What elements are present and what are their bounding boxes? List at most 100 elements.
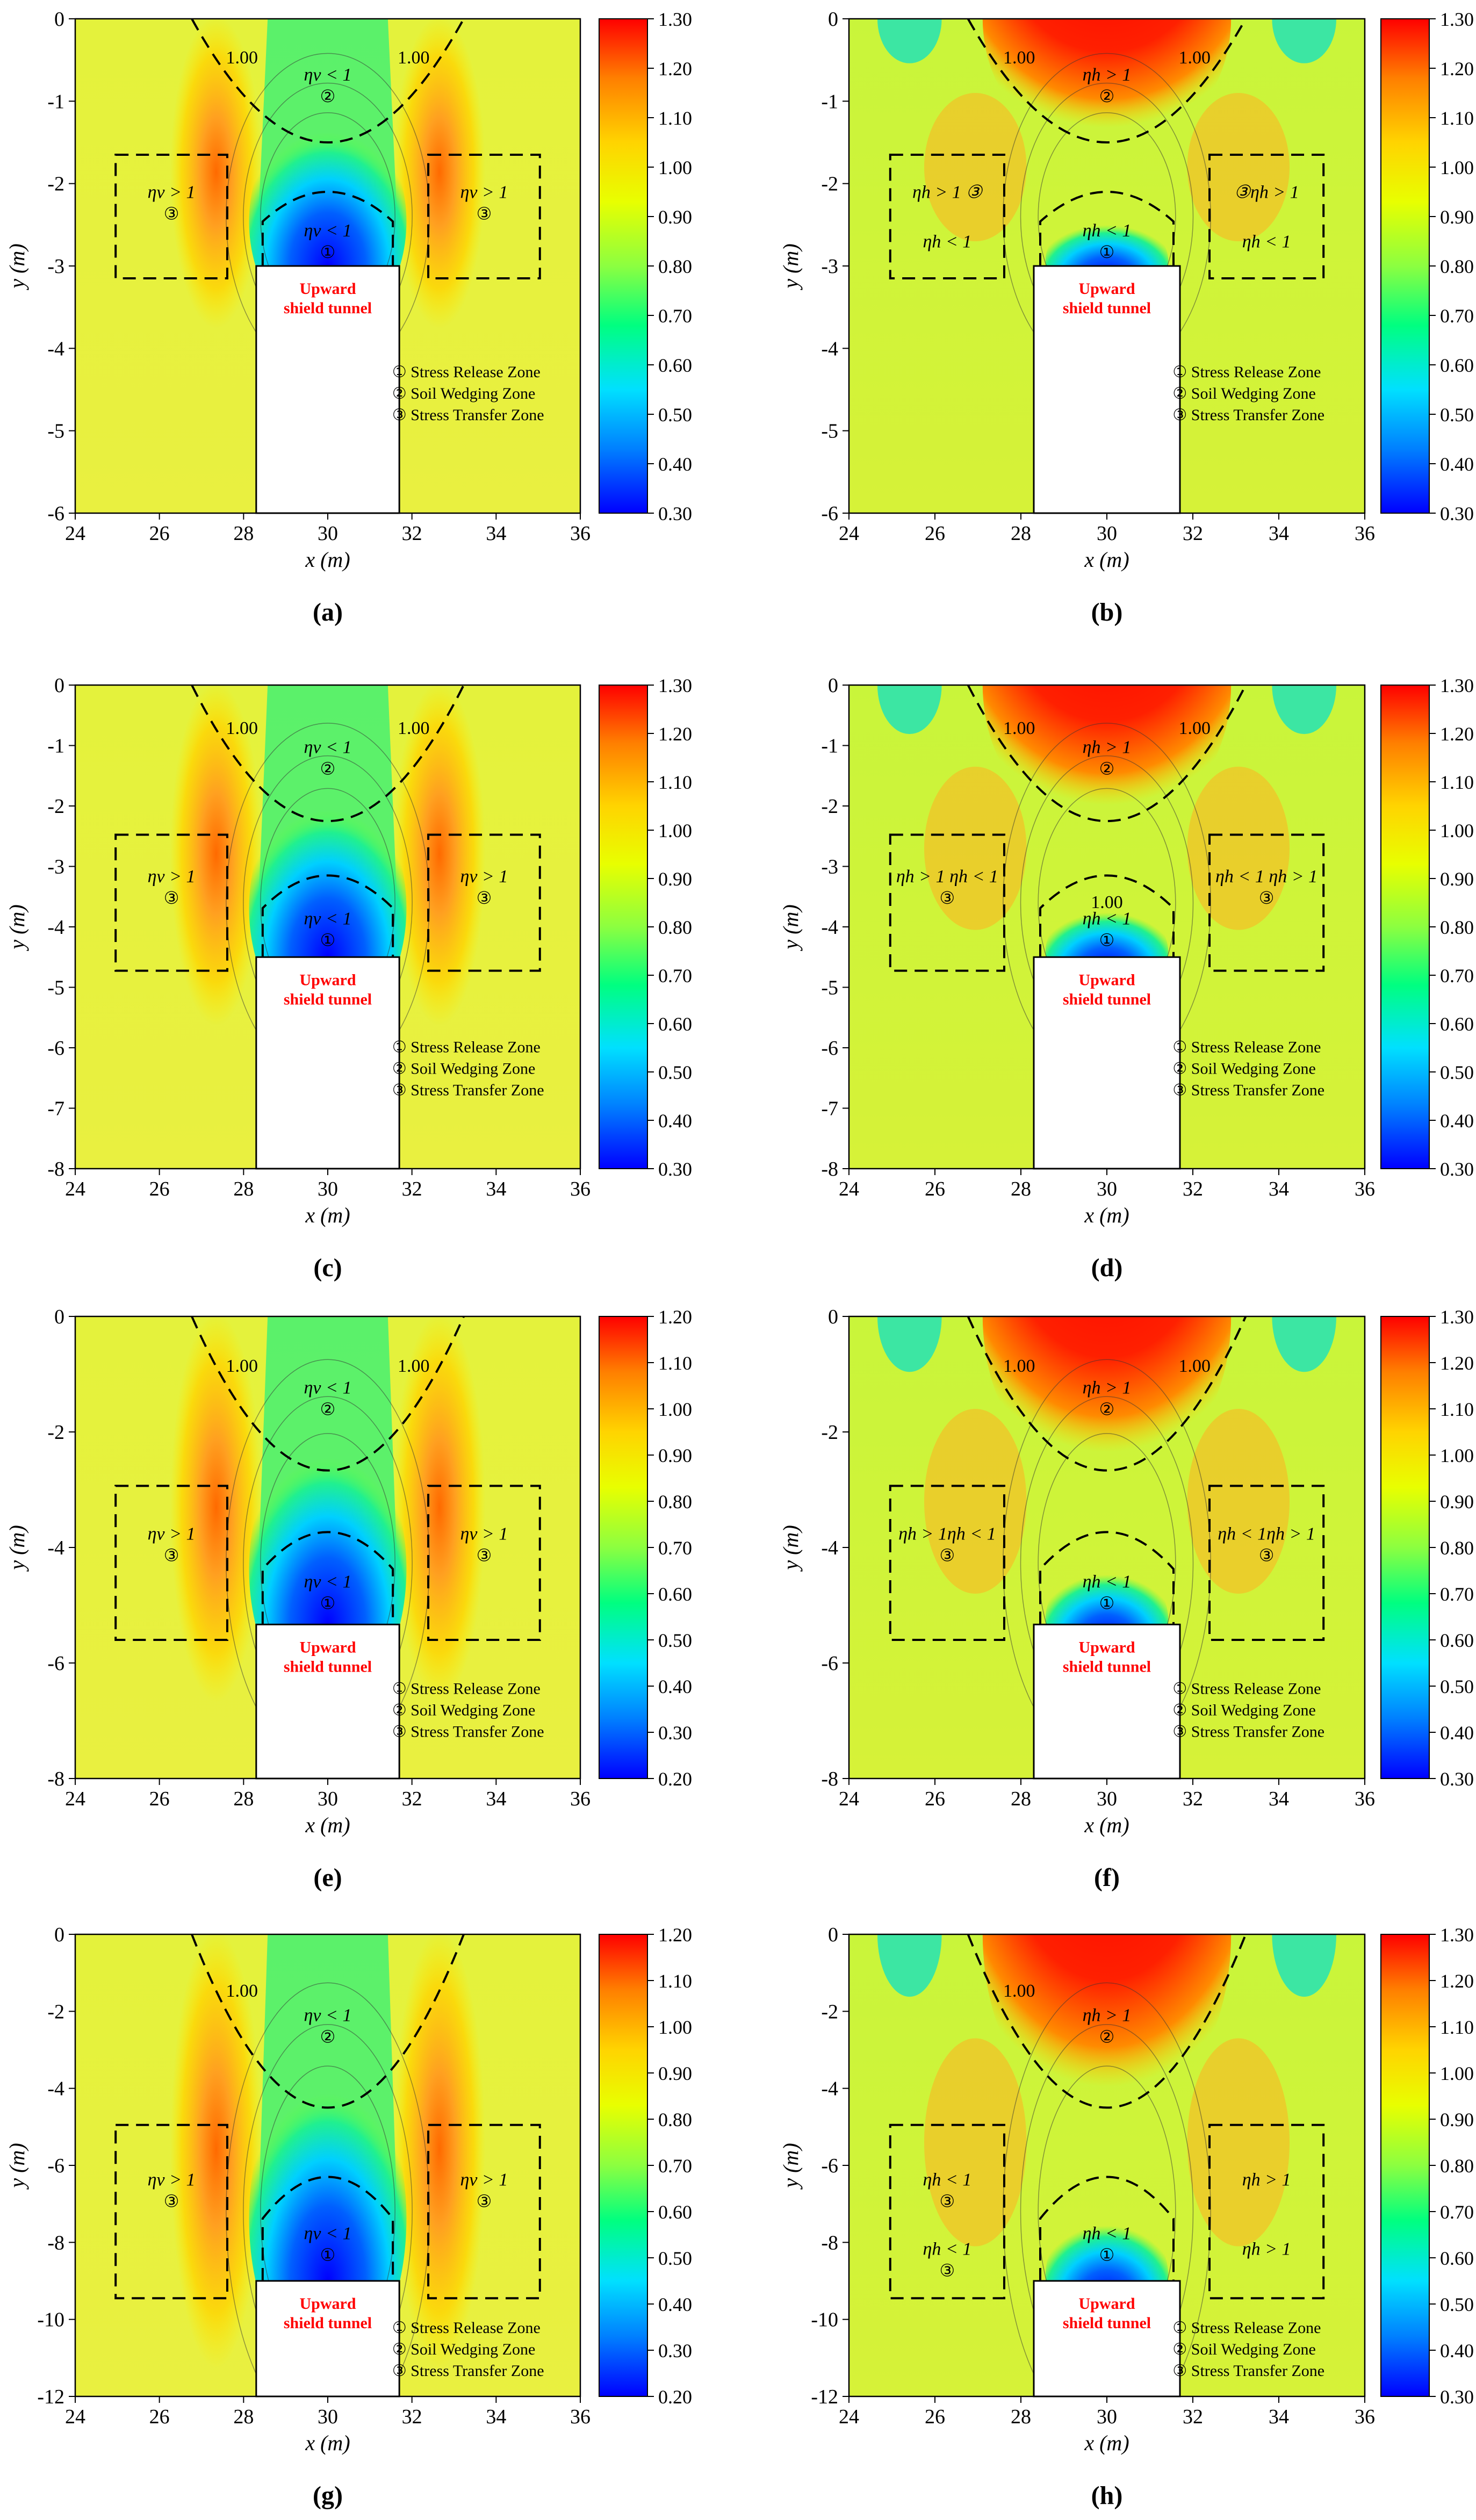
legend-item: ② Soil Wedging Zone <box>1172 1701 1315 1719</box>
x-tick-label: 36 <box>570 1178 591 1200</box>
legend-item: ② Soil Wedging Zone <box>1172 385 1315 402</box>
x-tick-label: 32 <box>1183 522 1203 545</box>
x-tick-label: 26 <box>925 2406 945 2428</box>
colorbar-tick-label: 1.20 <box>1440 1352 1474 1374</box>
colorbar-tick-label: 0.80 <box>658 256 692 277</box>
zone-marker: ③ <box>940 888 955 908</box>
x-tick-label: 24 <box>65 522 85 545</box>
x-tick-label: 34 <box>486 1788 506 1810</box>
zone-label: ηh > 1 ηh < 1 <box>896 867 998 887</box>
colorbar-tick-label: 0.70 <box>658 965 692 987</box>
zone-label: ηh < 1 <box>1083 221 1132 241</box>
y-tick-label: -8 <box>821 2231 838 2254</box>
colorbar-tick-label: 0.20 <box>658 2386 692 2408</box>
y-axis-label: y (m) <box>779 1525 803 1572</box>
y-tick-label: -2 <box>821 1421 838 1444</box>
x-tick-label: 34 <box>1269 2406 1289 2428</box>
x-tick-label: 28 <box>1011 522 1031 545</box>
x-tick-label: 26 <box>149 1178 170 1200</box>
transfer-box-left <box>889 833 1005 972</box>
colorbar-tick-label: 0.90 <box>1440 868 1474 890</box>
y-tick-label: -2 <box>821 795 838 818</box>
x-tick-label: 30 <box>318 522 338 545</box>
legend-item: ② Soil Wedging Zone <box>392 1060 535 1077</box>
zone-marker: ③ <box>164 2192 179 2211</box>
x-axis-label: x (m) <box>1084 2431 1129 2455</box>
x-tick-label: 30 <box>318 2406 338 2428</box>
colorbar-tick-label: 0.90 <box>658 1445 692 1466</box>
tunnel-label-line2: shield tunnel <box>284 2314 372 2332</box>
colorbar-tick-label: 1.10 <box>1440 1399 1474 1420</box>
y-tick-label: -6 <box>47 502 64 525</box>
zone-label: ηh < 1 ηh > 1 <box>1215 867 1317 887</box>
zone-label: ηv > 1 <box>148 183 196 203</box>
tunnel-label-line1: Upward <box>299 2295 356 2313</box>
zone-label: ηh > 1 <box>1083 65 1132 85</box>
y-tick-label: -4 <box>821 337 838 360</box>
x-tick-label: 36 <box>1355 522 1375 545</box>
contour-label: 1.00 <box>226 1356 258 1376</box>
y-tick-label: -7 <box>47 1098 64 1120</box>
colorbar-tick-label: 0.90 <box>658 868 692 890</box>
x-tick-label: 26 <box>925 522 945 545</box>
x-tick-label: 36 <box>1355 1788 1375 1810</box>
x-axis-label: x (m) <box>305 1203 350 1227</box>
colorbar-tick-label: 0.30 <box>658 2340 692 2361</box>
x-tick-label: 24 <box>65 2406 85 2428</box>
panel-label: (e) <box>313 1863 342 1892</box>
x-tick-label: 28 <box>1011 1178 1031 1200</box>
colorbar-tick-label: 0.30 <box>658 1722 692 1744</box>
colorbar-tick-label: 1.30 <box>658 9 692 30</box>
colorbar-tick-label: 0.80 <box>1440 2155 1474 2177</box>
x-tick-label: 24 <box>839 1788 859 1810</box>
y-tick-label: -5 <box>47 420 64 443</box>
x-tick-label: 26 <box>925 1788 945 1810</box>
x-tick-label: 30 <box>1097 2406 1117 2428</box>
colorbar-tick-label: 0.50 <box>658 1062 692 1083</box>
zone-label: ηv > 1 <box>148 2170 196 2190</box>
zone-marker: ③ <box>940 1546 955 1565</box>
colorbar <box>599 1316 648 1779</box>
legend-item: ② Soil Wedging Zone <box>392 385 535 402</box>
tunnel-label-line1: Upward <box>1078 971 1135 989</box>
x-tick-label: 28 <box>233 2406 254 2428</box>
contour-label: 1.00 <box>226 1981 258 2001</box>
colorbar-tick-label: 0.90 <box>658 206 692 228</box>
zone-marker: ① <box>320 242 336 262</box>
y-tick-label: -1 <box>821 90 838 113</box>
x-axis-label: x (m) <box>1084 548 1129 572</box>
colorbar-tick-label: 0.90 <box>1440 206 1474 228</box>
colorbar-tick-label: 0.60 <box>658 1583 692 1605</box>
colorbar <box>1380 1316 1430 1779</box>
legend-item: ② Soil Wedging Zone <box>1172 2341 1315 2358</box>
zone-label: ηv < 1 <box>304 221 352 241</box>
x-tick-label: 32 <box>402 522 422 545</box>
x-tick-label: 24 <box>65 1178 85 1200</box>
colorbar-tick-label: 1.10 <box>658 1352 692 1374</box>
tunnel-label-line2: shield tunnel <box>284 299 372 317</box>
colorbar-tick-label: 0.40 <box>658 453 692 475</box>
colorbar-tick-label: 0.60 <box>1440 2248 1474 2269</box>
tunnel-label-line1: Upward <box>299 280 356 298</box>
x-tick-label: 32 <box>1183 2406 1203 2428</box>
tunnel-label-line1: Upward <box>1078 2295 1135 2313</box>
release-boundary <box>261 191 394 266</box>
colorbar-tick-label: 0.50 <box>658 1630 692 1651</box>
y-tick-label: -2 <box>47 795 64 818</box>
wedge-boundary <box>967 685 1247 822</box>
colorbar-tick-label: 0.80 <box>658 2109 692 2130</box>
zone-label: ηv < 1 <box>304 2005 352 2025</box>
x-tick-label: 26 <box>149 1788 170 1810</box>
y-tick-label: 0 <box>54 1924 64 1946</box>
y-tick-label: -4 <box>821 916 838 939</box>
colorbar-tick-label: 1.00 <box>1440 2063 1474 2084</box>
legend-item: ③ Stress Transfer Zone <box>1172 1723 1324 1740</box>
colorbar-tick-label: 1.20 <box>1440 1970 1474 1992</box>
y-axis-label: y (m) <box>5 904 29 951</box>
tunnel-box <box>1033 2280 1181 2397</box>
colorbar-tick-label: 0.40 <box>1440 1110 1474 1132</box>
zone-marker: ② <box>1099 2027 1115 2046</box>
y-tick-label: -6 <box>821 1652 838 1675</box>
zone-marker: ① <box>1099 931 1115 950</box>
